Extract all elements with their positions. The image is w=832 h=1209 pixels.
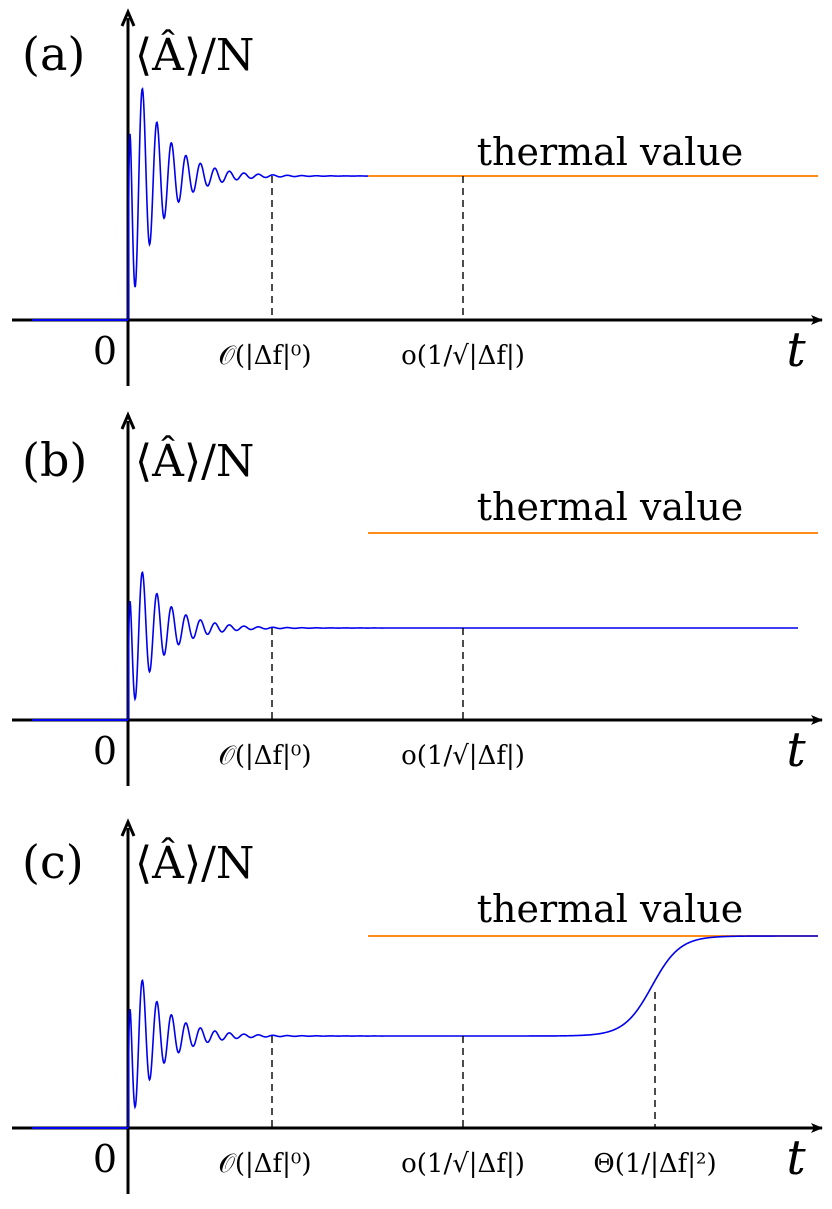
y-axis-label: ⟨Â⟩/N [135, 28, 254, 81]
panels: 𝒪(|Δf|⁰) o(1/√|Δf|) (a) ⟨Â⟩/N thermal value 0… [12, 8, 823, 1194]
thermal-value-label: thermal value [477, 130, 744, 174]
time-marker-label: o(1/√|Δf|) [401, 741, 525, 771]
time-marker-label: Θ(1/|Δf|²) [593, 1149, 716, 1179]
y-axis-label: ⟨Â⟩/N [135, 434, 254, 487]
y-axis-arrow-icon [120, 8, 136, 27]
panel-label: (a) [22, 27, 85, 81]
panel-c: 𝒪(|Δf|⁰) o(1/√|Δf|) Θ(1/|Δf|²) (c) ⟨Â⟩/N ther… [12, 818, 823, 1194]
time-marker-label: o(1/√|Δf|) [401, 341, 525, 371]
thermal-value-label: thermal value [477, 887, 744, 931]
y-axis-arrow-icon [120, 411, 136, 430]
y-axis-arrow-icon [120, 818, 136, 837]
panel-label: (b) [22, 433, 87, 487]
origin-label: 0 [93, 1137, 117, 1181]
x-axis-label: t [786, 1130, 806, 1186]
panel-label: (c) [22, 835, 84, 889]
panel-b: 𝒪(|Δf|⁰) o(1/√|Δf|) (b) ⟨Â⟩/N thermal value 0… [12, 411, 823, 786]
time-marker-label: 𝒪(|Δf|⁰) [218, 741, 311, 771]
x-axis-label: t [786, 722, 806, 778]
y-axis-label: ⟨Â⟩/N [135, 836, 254, 889]
origin-label: 0 [93, 729, 117, 773]
panel-a: 𝒪(|Δf|⁰) o(1/√|Δf|) (a) ⟨Â⟩/N thermal value 0… [12, 8, 823, 386]
origin-label: 0 [93, 329, 117, 373]
x-axis-label: t [786, 322, 806, 378]
observable-curve [127, 87, 369, 321]
time-marker-label: o(1/√|Δf|) [401, 1149, 525, 1179]
time-marker-label: 𝒪(|Δf|⁰) [218, 341, 311, 371]
observable-curve [127, 935, 818, 1129]
thermal-value-label: thermal value [477, 485, 744, 529]
time-marker-label: 𝒪(|Δf|⁰) [218, 1149, 311, 1179]
